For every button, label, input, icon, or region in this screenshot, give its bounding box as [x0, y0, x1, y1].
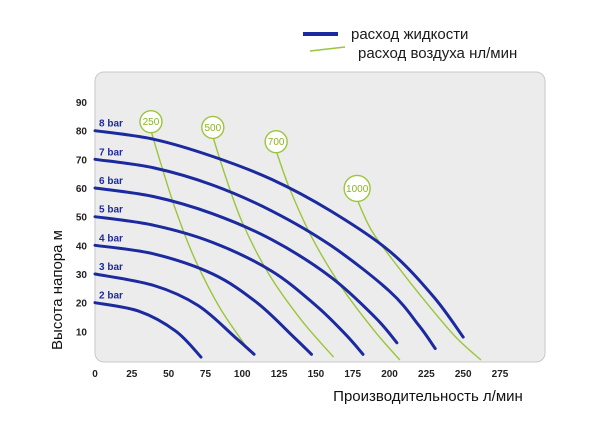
- air-badge-label: 1000: [346, 184, 369, 195]
- plot-panel: [94, 71, 546, 363]
- liquid-curve-3-bar: [93, 272, 256, 356]
- pressure-label: 3 bar: [99, 262, 123, 273]
- liquid-curve-6-bar: [93, 186, 399, 345]
- x-axis-title: Производительность л/мин: [333, 388, 523, 405]
- pressure-labels: 8 bar 7 bar 6 bar 5 bar 4 bar 3 bar 2 bar: [99, 119, 123, 302]
- air-curve-250: [150, 130, 251, 352]
- x-tick-label: 225: [418, 369, 435, 380]
- air-badge-circle: [264, 130, 288, 154]
- air-badge-circle: [201, 115, 225, 140]
- air-curve-700: [275, 150, 401, 361]
- pressure-label: 5 bar: [99, 205, 123, 216]
- air-curve-1000: [356, 199, 482, 361]
- liquid-curve-5-bar: [93, 215, 365, 356]
- x-tick-label: 50: [163, 369, 175, 380]
- x-tick-label: 0: [92, 369, 98, 380]
- y-tick-label: 40: [76, 241, 88, 252]
- x-tick-label: 25: [126, 369, 138, 380]
- x-tick-label: 275: [492, 369, 509, 380]
- air-flow-curves: [150, 130, 482, 361]
- y-tick-label: 80: [76, 127, 88, 138]
- x-tick-label: 250: [455, 369, 472, 380]
- y-tick-label: 60: [76, 184, 88, 195]
- liquid-curve-2-bar: [93, 301, 203, 359]
- pressure-label: 8 bar: [99, 119, 123, 130]
- liquid-curve-4-bar: [93, 243, 313, 356]
- y-tick-label: 20: [76, 299, 88, 310]
- liquid-curve-8-bar: [93, 129, 465, 339]
- pressure-label: 7 bar: [99, 147, 123, 158]
- air-badge-circle: [139, 109, 163, 134]
- pressure-label: 2 bar: [99, 291, 123, 302]
- x-tick-label: 150: [308, 369, 325, 380]
- air-badge-circle: [343, 174, 371, 203]
- air-badge-label: 500: [204, 123, 221, 134]
- pressure-label: 4 bar: [99, 233, 123, 244]
- y-tick-label: 50: [76, 213, 88, 224]
- legend: расход жидкости расход воздуха нл/мин: [303, 26, 517, 62]
- pressure-label: 6 bar: [99, 176, 123, 187]
- y-tick-label: 30: [76, 270, 88, 281]
- x-tick-label: 175: [344, 369, 361, 380]
- y-axis-ticks: 10 20 30 40 50 60 70 80 90: [76, 98, 88, 338]
- air-badge-label: 700: [268, 137, 285, 148]
- y-axis-title: Высота напора м: [49, 230, 66, 350]
- air-flow-badges: 250 500 700 1000: [139, 109, 371, 203]
- x-tick-label: 75: [200, 369, 212, 380]
- liquid-flow-curves: [93, 129, 465, 359]
- legend-air-swatch: [309, 46, 346, 52]
- liquid-curve-7-bar: [93, 157, 437, 350]
- x-tick-label: 100: [234, 369, 251, 380]
- y-tick-label: 70: [76, 155, 88, 166]
- x-tick-label: 125: [271, 369, 288, 380]
- y-tick-label: 90: [76, 98, 88, 109]
- x-tick-label: 200: [381, 369, 398, 380]
- legend-liquid-label: расход жидкости: [351, 26, 468, 43]
- y-tick-label: 10: [76, 327, 88, 338]
- air-curve-500: [212, 136, 335, 358]
- legend-air-label: расход воздуха нл/мин: [358, 45, 517, 62]
- air-badge-label: 250: [143, 117, 160, 128]
- x-axis-ticks: 0 25 50 75 100 125 150 175 200 225 250 275: [92, 369, 509, 380]
